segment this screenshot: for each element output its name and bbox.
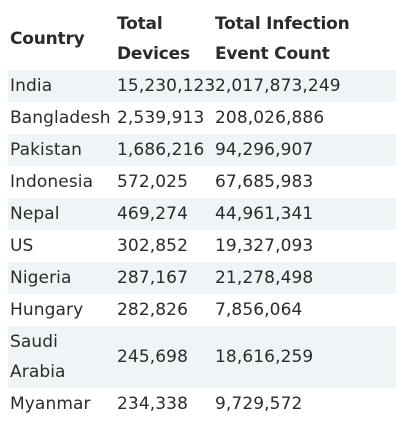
table-row: India 15,230,123 2,017,873,249 [8, 70, 396, 102]
cell-total-devices: 302,852 [117, 236, 188, 256]
table-row: US 302,852 19,327,093 [8, 230, 396, 262]
cell-total-devices: 572,025 [117, 172, 188, 192]
header-total-devices: Total Devices [117, 14, 190, 64]
table-row: Pakistan 1,686,216 94,296,907 [8, 134, 396, 166]
table-row: Myanmar 234,338 9,729,572 [8, 388, 396, 420]
cell-country: Bangladesh [10, 108, 111, 128]
cell-total-infection-event-count: 18,616,259 [215, 347, 314, 367]
cell-total-devices: 234,338 [117, 394, 188, 414]
table-header: Country Total Devices Total Infection Ev… [8, 8, 396, 70]
infection-stats-table: Country Total Devices Total Infection Ev… [8, 8, 396, 420]
cell-country: US [10, 236, 34, 256]
cell-country: Hungary [10, 300, 84, 320]
table-row: Nepal 469,274 44,961,341 [8, 198, 396, 230]
cell-total-infection-event-count: 7,856,064 [215, 300, 303, 320]
cell-country: Saudi Arabia [10, 332, 66, 382]
table-row: Nigeria 287,167 21,278,498 [8, 262, 396, 294]
cell-total-infection-event-count: 208,026,886 [215, 108, 325, 128]
cell-total-devices: 245,698 [117, 347, 188, 367]
cell-total-infection-event-count: 2,017,873,249 [215, 76, 341, 96]
cell-total-infection-event-count: 67,685,983 [215, 172, 314, 192]
cell-country: Pakistan [10, 140, 82, 160]
cell-total-infection-event-count: 9,729,572 [215, 394, 303, 414]
cell-total-infection-event-count: 94,296,907 [215, 140, 314, 160]
cell-total-devices: 2,539,913 [117, 108, 205, 128]
cell-total-infection-event-count: 19,327,093 [215, 236, 314, 256]
cell-total-infection-event-count: 44,961,341 [215, 204, 314, 224]
table-row: Hungary 282,826 7,856,064 [8, 294, 396, 326]
table-row: Indonesia 572,025 67,685,983 [8, 166, 396, 198]
cell-country: India [10, 76, 53, 96]
table-row: Bangladesh 2,539,913 208,026,886 [8, 102, 396, 134]
header-row: Country Total Devices Total Infection Ev… [8, 8, 396, 70]
header-total-infection-event-count: Total Infection Event Count [215, 14, 350, 64]
table-body: India 15,230,123 2,017,873,249 Banglades… [8, 70, 396, 420]
cell-total-infection-event-count: 21,278,498 [215, 268, 314, 288]
table-container: Country Total Devices Total Infection Ev… [8, 8, 396, 420]
cell-total-devices: 287,167 [117, 268, 188, 288]
cell-total-devices: 469,274 [117, 204, 188, 224]
table-row: Saudi Arabia 245,698 18,616,259 [8, 326, 396, 388]
header-country: Country [10, 29, 85, 49]
cell-country: Nigeria [10, 268, 72, 288]
cell-country: Indonesia [10, 172, 94, 192]
cell-total-devices: 282,826 [117, 300, 188, 320]
cell-total-devices: 1,686,216 [117, 140, 205, 160]
cell-total-devices: 15,230,123 [117, 76, 216, 96]
cell-country: Myanmar [10, 394, 91, 414]
cell-country: Nepal [10, 204, 60, 224]
